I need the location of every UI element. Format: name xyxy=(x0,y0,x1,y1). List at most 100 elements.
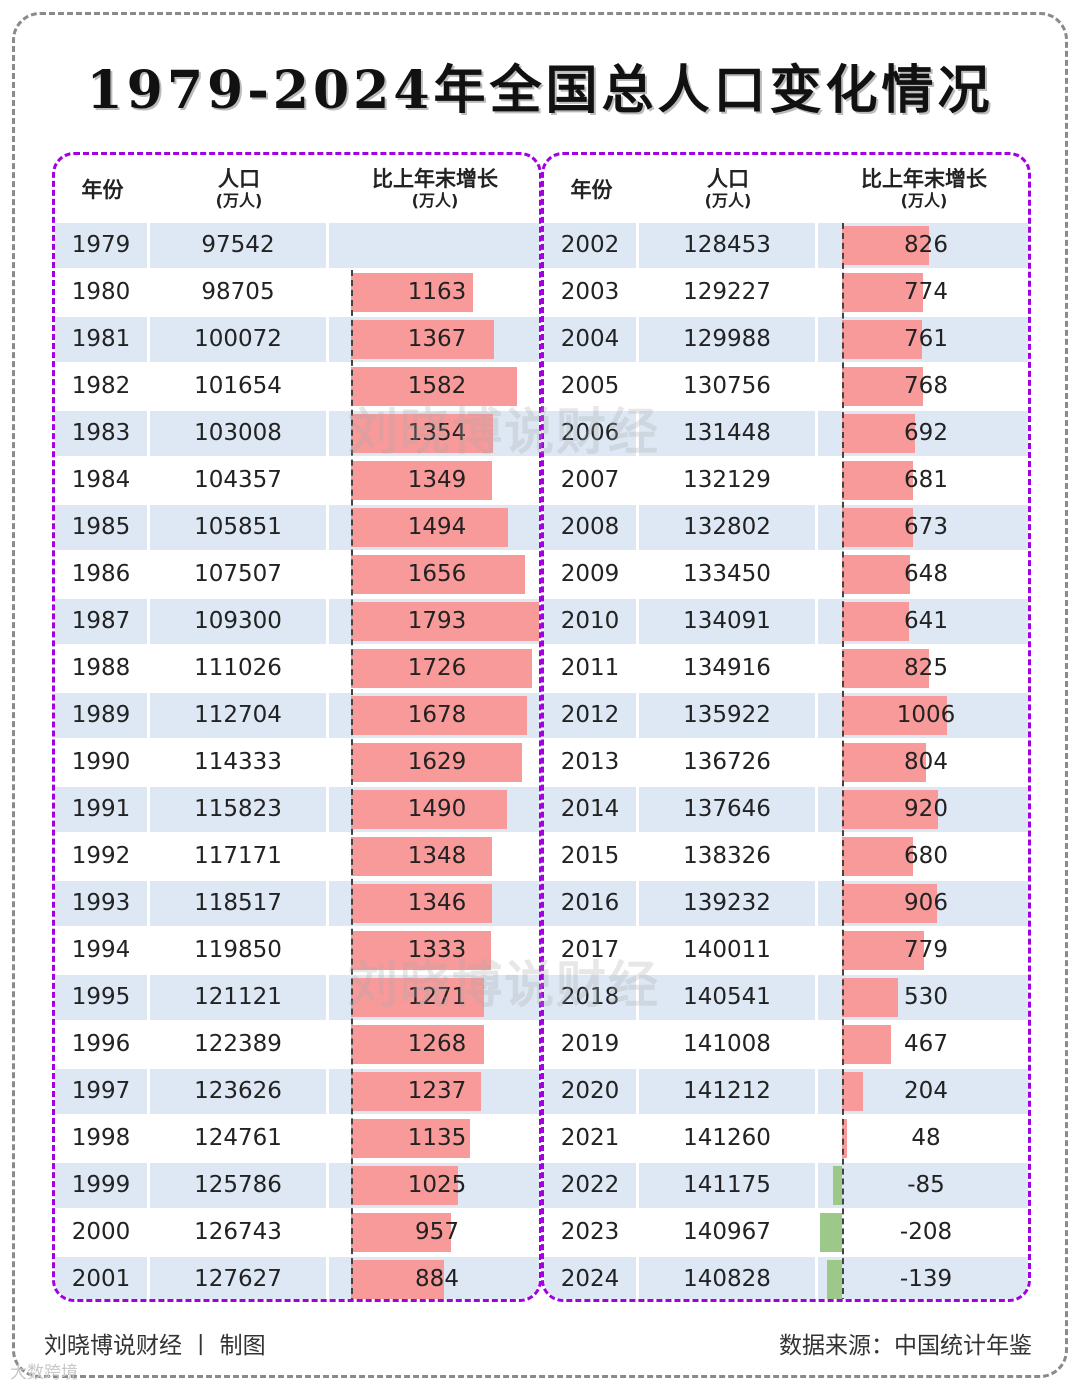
increase-cell: -85 xyxy=(818,1163,1028,1208)
population-cell: 135922 xyxy=(639,693,815,738)
population-cell: 140967 xyxy=(683,1219,771,1245)
year-cell: 1980 xyxy=(71,279,131,305)
table-row: 1989 112704 1678 xyxy=(55,693,539,740)
increase-value-label: 825 xyxy=(904,655,948,681)
table-row: 2009 133450 648 xyxy=(544,552,1028,599)
table-panel-right: 年份 人口 (万人) 比上年末增长 (万人) 2002 128453 826 2003… xyxy=(541,152,1031,1302)
year-cell: 2009 xyxy=(560,561,620,587)
year-cell: 2024 xyxy=(544,1257,636,1299)
increase-bar xyxy=(842,1072,864,1111)
year-cell: 1988 xyxy=(71,655,131,681)
increase-value-label: 1348 xyxy=(407,843,467,869)
increase-cell: 804 xyxy=(818,740,1028,785)
increase-bar xyxy=(842,226,929,265)
increase-bar xyxy=(351,273,473,312)
population-cell: 137646 xyxy=(639,787,815,832)
year-cell: 2001 xyxy=(55,1257,147,1299)
increase-cell: 761 xyxy=(818,317,1028,362)
year-cell: 2019 xyxy=(560,1031,620,1057)
increase-bar xyxy=(842,273,924,312)
table-row: 1993 118517 1346 xyxy=(55,881,539,928)
year-cell: 2021 xyxy=(560,1125,620,1151)
increase-value-label: 1582 xyxy=(407,373,467,399)
increase-value-label: 1354 xyxy=(407,420,467,446)
table-row: 2023 140967 -208 xyxy=(544,1210,1028,1257)
increase-value-label: 1490 xyxy=(407,796,467,822)
year-cell: 2007 xyxy=(560,467,620,493)
population-cell: 129988 xyxy=(639,317,815,362)
increase-cell: 1006 xyxy=(818,693,1028,738)
population-cell: 98705 xyxy=(201,279,275,305)
increase-bar xyxy=(842,978,898,1017)
increase-cell: 1333 xyxy=(329,928,539,973)
table-row: 2008 132802 673 xyxy=(544,505,1028,552)
population-cell: 126743 xyxy=(194,1219,282,1245)
increase-value-label: 673 xyxy=(904,514,948,540)
increase-cell: 1348 xyxy=(329,834,539,879)
population-cell: 141175 xyxy=(639,1163,815,1208)
table-row: 1980 98705 1163 xyxy=(55,270,539,317)
table-row: 2016 139232 906 xyxy=(544,881,1028,928)
population-cell: 122389 xyxy=(194,1031,282,1057)
population-cell: 131448 xyxy=(639,411,815,456)
year-cell: 2002 xyxy=(544,223,636,268)
increase-cell: 1349 xyxy=(329,458,539,503)
increase-value-label: 48 xyxy=(911,1125,941,1151)
increase-bar xyxy=(842,696,948,735)
increase-bar xyxy=(351,1213,452,1252)
increase-bar xyxy=(351,414,493,453)
population-cell: 138326 xyxy=(683,843,771,869)
table-row: 2014 137646 920 xyxy=(544,787,1028,834)
year-cell: 1981 xyxy=(55,317,147,362)
year-cell: 2016 xyxy=(544,881,636,926)
table-row: 2012 135922 1006 xyxy=(544,693,1028,740)
table-row: 2013 136726 804 xyxy=(544,740,1028,787)
increase-value-label: 761 xyxy=(904,326,948,352)
increase-cell: 774 xyxy=(818,270,1028,315)
increase-bar xyxy=(842,414,915,453)
increase-cell: 957 xyxy=(329,1210,539,1255)
decrease-bar xyxy=(820,1213,842,1252)
increase-value-label: 1726 xyxy=(407,655,467,681)
table-row: 2022 141175 -85 xyxy=(544,1163,1028,1210)
increase-cell: 1271 xyxy=(329,975,539,1020)
bar-axis-left xyxy=(351,270,353,1299)
population-cell: 123626 xyxy=(150,1069,326,1114)
table-row: 1999 125786 1025 xyxy=(55,1163,539,1210)
increase-value-label: 1268 xyxy=(407,1031,467,1057)
increase-cell: 1490 xyxy=(329,787,539,832)
table-row: 2010 134091 641 xyxy=(544,599,1028,646)
population-cell: 127627 xyxy=(150,1257,326,1299)
increase-value-label: 1237 xyxy=(407,1078,467,1104)
header-population: 人口 (万人) xyxy=(640,155,816,223)
increase-bar xyxy=(842,320,922,359)
increase-bar xyxy=(351,602,539,641)
increase-cell: 768 xyxy=(818,364,1028,409)
decrease-bar xyxy=(833,1166,842,1205)
increase-bar xyxy=(351,790,508,829)
population-cell: 141008 xyxy=(683,1031,771,1057)
bar-axis-right xyxy=(842,223,844,1299)
table-row: 2002 128453 826 xyxy=(544,223,1028,270)
table-row: 2024 140828 -139 xyxy=(544,1257,1028,1299)
population-cell: 139232 xyxy=(639,881,815,926)
footer-credit: 刘晓博说财经 丨 制图 xyxy=(44,1333,266,1359)
population-cell: 105851 xyxy=(150,505,326,550)
increase-bar xyxy=(351,508,508,547)
header-population-unit: (万人) xyxy=(215,191,263,210)
population-cell: 119850 xyxy=(194,937,282,963)
year-cell: 2012 xyxy=(544,693,636,738)
header-increase-label: 比上年末增长 xyxy=(372,167,498,191)
table-row: 2003 129227 774 xyxy=(544,270,1028,317)
increase-bar xyxy=(351,367,517,406)
header-population-label: 人口 xyxy=(218,167,260,191)
increase-bar xyxy=(351,696,527,735)
increase-bar xyxy=(351,884,493,923)
increase-value-label: 641 xyxy=(904,608,948,634)
header-year: 年份 xyxy=(570,178,613,202)
increase-cell: 673 xyxy=(818,505,1028,550)
table-row: 1997 123626 1237 xyxy=(55,1069,539,1116)
year-cell: 2003 xyxy=(560,279,620,305)
year-cell: 2014 xyxy=(544,787,636,832)
increase-bar xyxy=(351,743,522,782)
